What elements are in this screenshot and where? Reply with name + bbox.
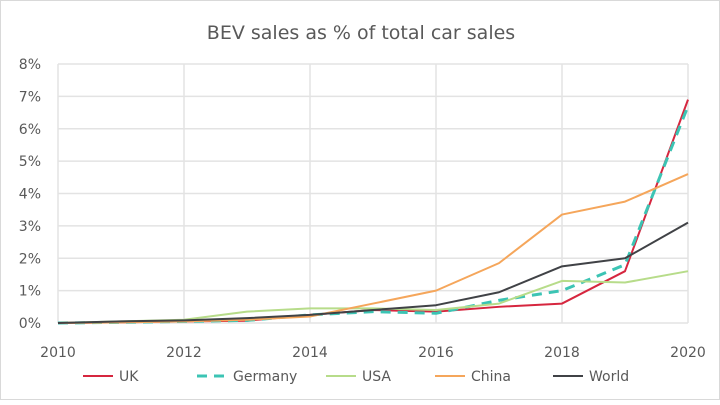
x-tick-label: 2014 (292, 345, 328, 361)
chart-title: BEV sales as % of total car sales (207, 22, 515, 44)
legend-item-china: China (435, 369, 511, 385)
y-tick-label: 8% (19, 57, 41, 73)
y-tick-label: 3% (19, 219, 41, 235)
y-tick-label: 5% (19, 154, 41, 170)
series-line-china (57, 173, 689, 324)
legend-label: World (589, 369, 629, 385)
y-tick-label: 0% (19, 316, 41, 332)
series-line-uk (57, 99, 689, 324)
series-line-usa (57, 270, 689, 324)
y-axis: 0% 1% 2% 3% 4% 5% 6% 7% 8% (19, 57, 41, 332)
legend-label: Germany (233, 369, 297, 385)
legend-label: China (471, 369, 511, 385)
y-tick-label: 2% (19, 251, 41, 267)
y-tick-label: 1% (19, 284, 41, 300)
x-tick-label: 2020 (670, 345, 706, 361)
y-tick-label: 6% (19, 122, 41, 138)
x-tick-label: 2018 (544, 345, 580, 361)
legend-label: UK (119, 369, 139, 385)
y-tick-label: 4% (19, 187, 41, 203)
legend-item-world: World (553, 369, 629, 385)
series-lines (57, 99, 690, 325)
x-tick-label: 2012 (166, 345, 202, 361)
legend-item-germany: Germany (197, 369, 297, 385)
legend-item-usa: USA (326, 369, 391, 385)
legend: UK Germany USA China World (83, 369, 629, 385)
x-tick-label: 2016 (418, 345, 454, 361)
series-line-world (57, 221, 689, 324)
x-tick-label: 2010 (40, 345, 76, 361)
legend-label: USA (362, 369, 391, 385)
x-axis: 2010 2012 2014 2016 2018 2020 (40, 345, 706, 361)
y-tick-label: 7% (19, 89, 41, 105)
grid (57, 63, 689, 324)
legend-item-uk: UK (83, 369, 139, 385)
